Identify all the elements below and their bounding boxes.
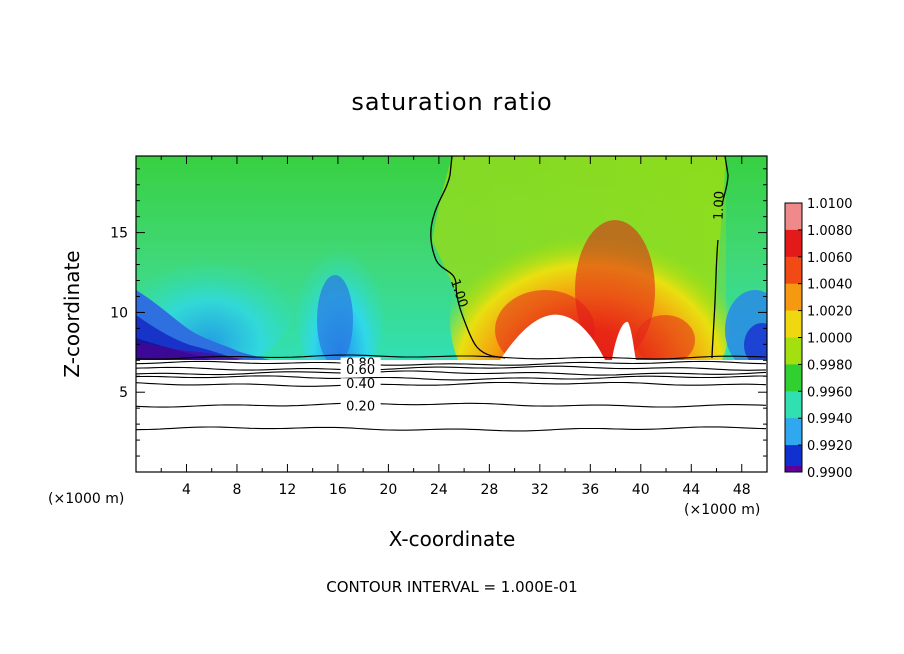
colorbar: 1.0100 1.0080 1.0060 1.0040 1.0020 1.0000 0.99… — [784, 197, 853, 481]
x-tick-label: 28 — [480, 482, 498, 498]
colorbar-label: 1.0100 — [807, 197, 853, 212]
y-tick-label: 5 — [119, 385, 128, 401]
colorbar-label: 1.0080 — [807, 224, 853, 239]
contour-label: 0.40 — [346, 377, 375, 392]
x-tick-label: 44 — [682, 482, 700, 498]
colorbar-band — [785, 229, 802, 258]
x-tick-label: 36 — [581, 482, 599, 498]
y-tick-label: 10 — [110, 305, 128, 321]
contour-line — [135, 360, 767, 366]
contour-label: 1.00 — [712, 191, 728, 220]
colorbar-band — [785, 283, 802, 312]
colorbar-band — [785, 256, 802, 285]
colorbar-label: 0.9980 — [807, 358, 853, 373]
x-axis: 4 8 12 16 20 24 28 32 36 40 44 48 — [160, 156, 751, 498]
y-axis: 5 10 15 — [110, 168, 767, 457]
colorbar-label: 0.9920 — [807, 439, 853, 454]
colorbar-label: 0.9900 — [807, 466, 853, 481]
contour-fill — [136, 156, 767, 360]
contour-line-1-00-right — [711, 155, 729, 359]
colorbar-label: 1.0020 — [807, 305, 853, 320]
contour-line — [135, 402, 767, 408]
colorbar-band — [785, 445, 802, 473]
contour-label-bg — [340, 363, 381, 376]
x-tick-label: 8 — [232, 482, 241, 498]
y-tick-label: 15 — [110, 226, 128, 242]
contour-line — [135, 426, 767, 432]
colorbar-band — [785, 391, 802, 419]
contour-label-bg — [340, 378, 381, 391]
x-tick-label: 32 — [531, 482, 549, 498]
colorbar-label: 0.9940 — [807, 412, 853, 427]
x-tick-label: 20 — [379, 482, 397, 498]
colorbar-band — [785, 337, 802, 365]
x-tick-label: 24 — [430, 482, 448, 498]
contour-line — [135, 381, 767, 387]
contour-line — [135, 375, 766, 381]
colorbar-label: 1.0040 — [807, 278, 853, 293]
x-unit-right: (×1000 m) — [684, 502, 761, 518]
contour-line — [135, 365, 767, 371]
x-tick-label: 12 — [279, 482, 297, 498]
y-axis-label: Z-coordinate — [60, 250, 84, 378]
x-tick-label: 40 — [632, 482, 650, 498]
contour-label-bg — [340, 400, 381, 413]
chart-title: saturation ratio — [351, 88, 553, 116]
colorbar-label: 1.0000 — [807, 332, 853, 347]
x-tick-label: 4 — [182, 482, 191, 498]
colorbar-band — [785, 364, 802, 392]
contour-line — [135, 370, 767, 376]
contour-line — [135, 354, 767, 360]
contour-label: 0.60 — [346, 363, 375, 378]
x-axis-label: X-coordinate — [388, 527, 516, 551]
contour-label: 0.20 — [346, 400, 375, 415]
colorbar-band — [785, 418, 802, 446]
plot-frame — [135, 155, 768, 473]
x-tick-label: 16 — [329, 482, 347, 498]
lower-contour-lines — [135, 354, 767, 432]
x-unit-left: (×1000 m) — [48, 491, 125, 507]
contour-line-1-00-left — [430, 155, 506, 359]
contour-interval-note: CONTOUR INTERVAL = 1.000E-01 — [326, 578, 578, 596]
colorbar-band — [785, 310, 802, 338]
colorbar-band — [785, 466, 802, 472]
colorbar-label: 1.0060 — [807, 251, 853, 266]
colorbar-label: 0.9960 — [807, 385, 853, 400]
contour-labels: 1.001.000.800.600.400.20 — [340, 191, 728, 415]
x-tick-label: 48 — [733, 482, 751, 498]
colorbar-band — [785, 203, 802, 231]
